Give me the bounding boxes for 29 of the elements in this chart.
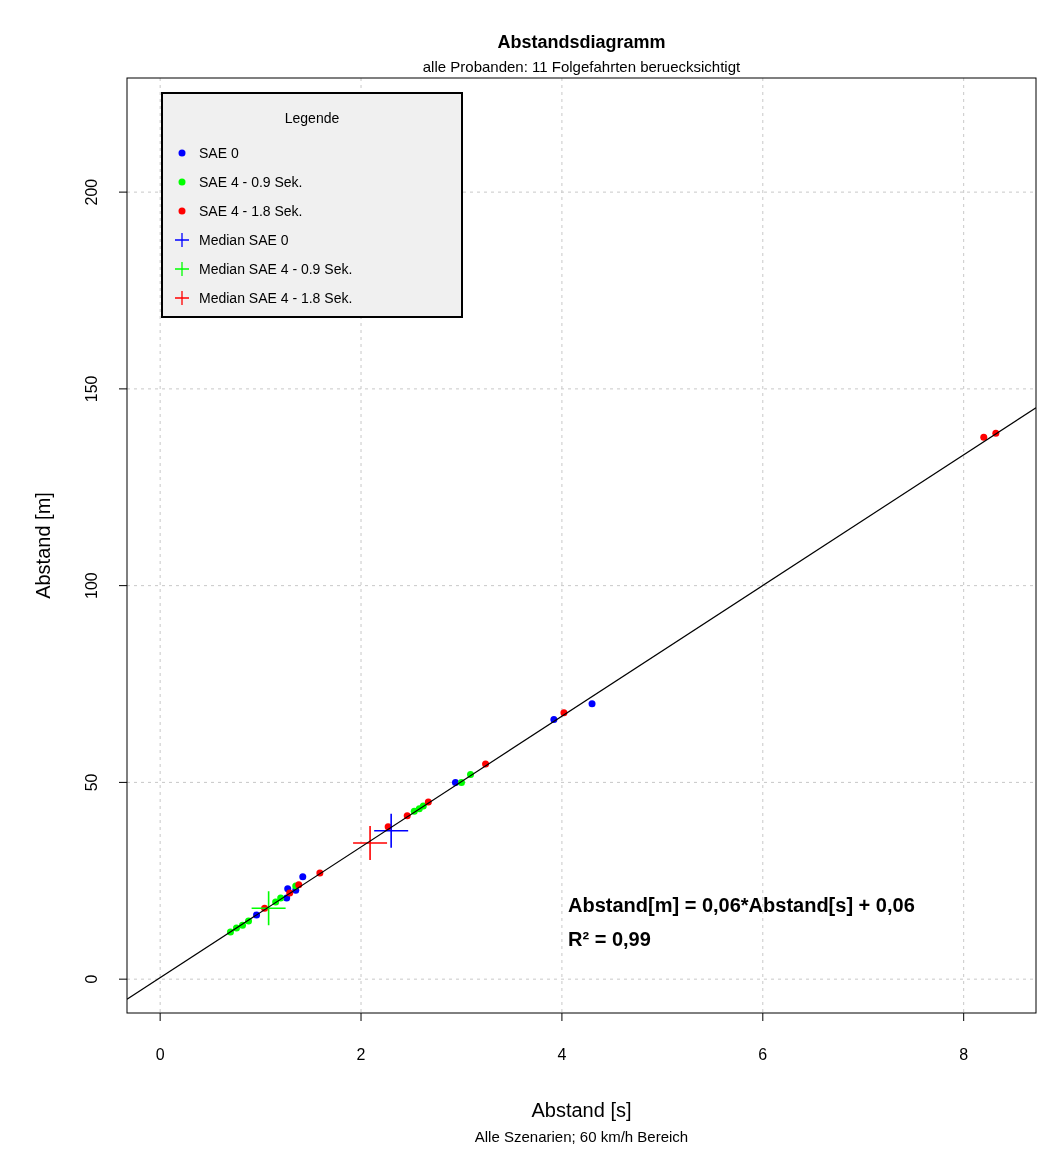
y-tick-label: 50 — [83, 773, 100, 792]
annotation: R² = 0,99 — [568, 928, 651, 950]
legend-title: Legende — [284, 110, 340, 126]
legend-label: SAE 4 - 0.9 Sek. — [199, 174, 303, 190]
point — [353, 826, 388, 860]
x-tick-label: 6 — [758, 1046, 768, 1063]
y-tick-label: 100 — [83, 572, 100, 599]
annotation: Abstand[m] = 0,06*Abstand[s] + 0,06 — [568, 894, 915, 916]
x-tick-label: 8 — [959, 1046, 969, 1063]
x-tick-label: 4 — [557, 1046, 567, 1063]
legend-label: Median SAE 4 - 0.9 Sek. — [199, 261, 353, 277]
y-tick-label: 150 — [83, 375, 100, 403]
legend-label: Median SAE 0 — [199, 232, 289, 248]
legend-label: SAE 0 — [199, 145, 239, 161]
y-tick-label: 0 — [83, 974, 100, 984]
x-tick-label: 2 — [356, 1046, 366, 1063]
point — [980, 433, 988, 441]
point — [299, 873, 307, 881]
point — [374, 813, 409, 848]
text: Alle Szenarien; 60 km/h Bereich — [474, 1128, 689, 1145]
y-axis-title: Abstand [m] — [32, 492, 54, 599]
x-axis-title: Abstand [s] — [531, 1099, 632, 1121]
chart-title: Abstandsdiagramm — [497, 32, 666, 52]
y-tick-label: 200 — [83, 178, 100, 206]
legend-label: SAE 4 - 1.8 Sek. — [199, 203, 303, 219]
chart-subtitle: alle Probanden: 11 Folgefahrten beruecksichtigt — [422, 58, 742, 75]
x-tick-label: 0 — [155, 1046, 165, 1063]
point — [588, 700, 596, 708]
legend-label: Median SAE 4 - 1.8 Sek. — [199, 290, 353, 306]
